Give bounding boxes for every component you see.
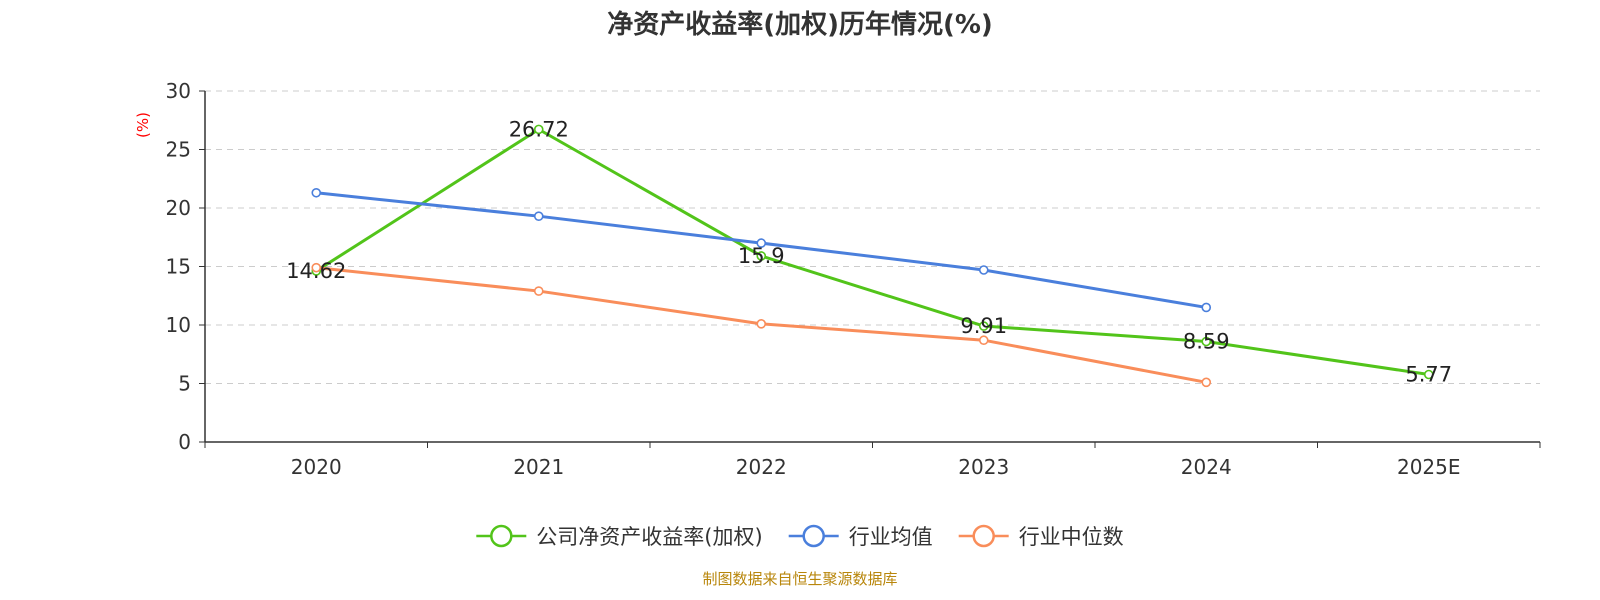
- grid: [205, 90, 1540, 384]
- x-tick-label: 2025E: [1397, 455, 1461, 479]
- legend-marker: [490, 524, 513, 548]
- source-note: 制图数据来自恒生聚源数据库: [702, 570, 897, 588]
- y-tick-label: 0: [178, 430, 191, 454]
- data-label: 15.9: [738, 244, 785, 268]
- y-tick-label: 10: [166, 313, 191, 337]
- data-point: [311, 262, 322, 273]
- data-point: [978, 335, 989, 346]
- data-label: 9.91: [960, 314, 1007, 338]
- data-label: 5.77: [1405, 362, 1452, 386]
- y-tick-label: 25: [166, 138, 191, 162]
- chart-title: 净资产收益率(加权)历年情况(%): [607, 9, 993, 40]
- y-tick-label: 5: [178, 372, 191, 396]
- x-tick-label: 2023: [958, 455, 1009, 479]
- x-tick-label: 2021: [513, 455, 564, 479]
- x-tick-label: 2022: [736, 455, 787, 479]
- x-tick-label: 2020: [291, 455, 342, 479]
- y-tick-label: 15: [166, 255, 191, 279]
- data-point: [533, 286, 544, 296]
- data-point: [533, 124, 544, 135]
- legend-item-label: 行业中位数: [1019, 525, 1124, 549]
- legend-marker: [972, 524, 995, 548]
- data-point: [1201, 302, 1212, 313]
- data-label: 8.59: [1183, 329, 1230, 353]
- y-axis-label: (%): [134, 112, 152, 138]
- y-tick-label: 30: [166, 79, 191, 103]
- data-point: [311, 187, 322, 198]
- legend: 公司净资产收益率(加权) 行业均值 行业中位数: [476, 524, 1124, 549]
- data-point: [978, 265, 989, 275]
- legend-item-label: 公司净资产收益率(加权): [536, 525, 762, 549]
- data-point: [1201, 336, 1212, 347]
- legend-item-label: 行业均值: [849, 525, 933, 549]
- data-label: 26.72: [509, 117, 569, 141]
- data-point: [1423, 369, 1434, 380]
- axes: 0 5 10 15 20 25 30 2020 2021 2022 2023 2024 2025E: [166, 79, 1541, 479]
- data-point: [756, 238, 767, 248]
- data-point: [756, 319, 767, 329]
- data-point: [533, 211, 544, 221]
- series-line-0: [315, 127, 1429, 376]
- data-label: 14.62: [286, 259, 346, 283]
- data-point: [978, 321, 989, 331]
- data-point: [1201, 377, 1212, 388]
- legend-marker: [802, 524, 825, 548]
- x-tick-label: 2024: [1181, 455, 1232, 479]
- data-labels: 14.62 26.72 15.9 9.91 8.59 5.77: [286, 117, 1452, 386]
- data-point: [756, 251, 767, 261]
- series-layer: [311, 124, 1434, 388]
- y-tick-label: 20: [166, 196, 191, 220]
